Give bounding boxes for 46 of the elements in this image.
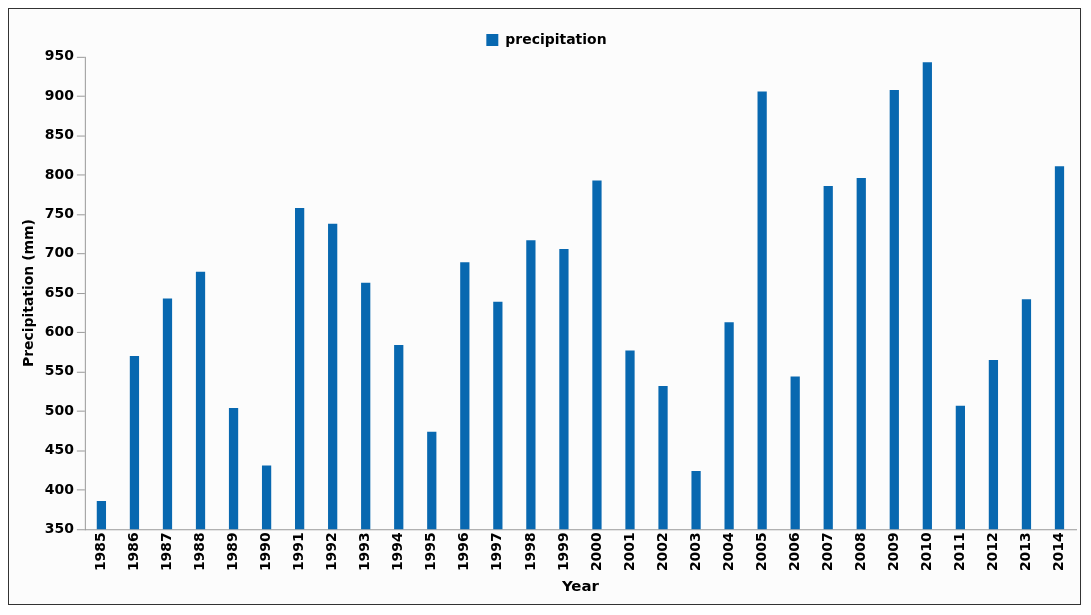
x-tick-label: 2004 — [719, 531, 736, 572]
y-tick-label: 750 — [44, 204, 75, 221]
y-tick-label: 600 — [44, 323, 75, 340]
x-tick-label: 2012 — [984, 532, 1001, 572]
x-tick-label: 2013 — [1017, 532, 1034, 572]
y-tick-label: 800 — [44, 165, 75, 182]
y-tick-label: 850 — [44, 126, 75, 143]
y-tick-label: 550 — [44, 362, 75, 379]
y-tick-label: 700 — [44, 244, 75, 261]
x-tick-label: 2003 — [686, 532, 703, 572]
x-tick-label: 1987 — [158, 532, 175, 572]
x-tick-label: 1989 — [224, 532, 241, 572]
y-tick-label: 400 — [44, 480, 75, 497]
x-tick-label: 1998 — [521, 532, 538, 572]
x-tick-label: 2005 — [752, 532, 769, 572]
x-axis-title: Year — [560, 576, 600, 595]
y-tick-label: 500 — [44, 401, 75, 418]
x-tick-label: 2009 — [884, 532, 901, 572]
x-tick-label: 2002 — [653, 532, 670, 572]
y-tick-label: 900 — [44, 86, 75, 103]
legend-label: precipitation — [505, 30, 607, 47]
x-tick-label: 2001 — [620, 532, 637, 572]
x-tick-label: 1990 — [257, 531, 274, 572]
x-tick-label: 2000 — [587, 531, 604, 572]
x-tick-label: 2011 — [951, 532, 968, 572]
y-tick-label: 650 — [44, 283, 75, 300]
x-tick-label: 1993 — [356, 532, 373, 572]
x-tick-label: 1986 — [125, 532, 142, 572]
x-tick-label: 1996 — [455, 532, 472, 572]
x-tick-label: 1992 — [323, 532, 340, 572]
y-axis-title: Precipitation (mm) — [19, 219, 36, 368]
x-tick-label: 1997 — [488, 532, 505, 572]
x-tick-label: 1991 — [290, 532, 307, 572]
x-tick-label: 1985 — [92, 532, 109, 572]
x-tick-label: 2010 — [917, 531, 934, 572]
x-tick-label: 2007 — [818, 532, 835, 572]
x-tick-label: 1988 — [191, 532, 208, 572]
x-tick-label: 1995 — [422, 532, 439, 572]
y-tick-label: 350 — [44, 519, 75, 536]
y-tick-label: 950 — [44, 47, 75, 64]
x-tick-label: 2008 — [851, 532, 868, 572]
x-tick-label: 2014 — [1050, 531, 1067, 572]
x-tick-label: 1994 — [389, 531, 406, 572]
y-tick-label: 450 — [44, 441, 75, 458]
x-tick-label: 1999 — [554, 532, 571, 572]
x-tick-label: 2006 — [785, 532, 802, 572]
